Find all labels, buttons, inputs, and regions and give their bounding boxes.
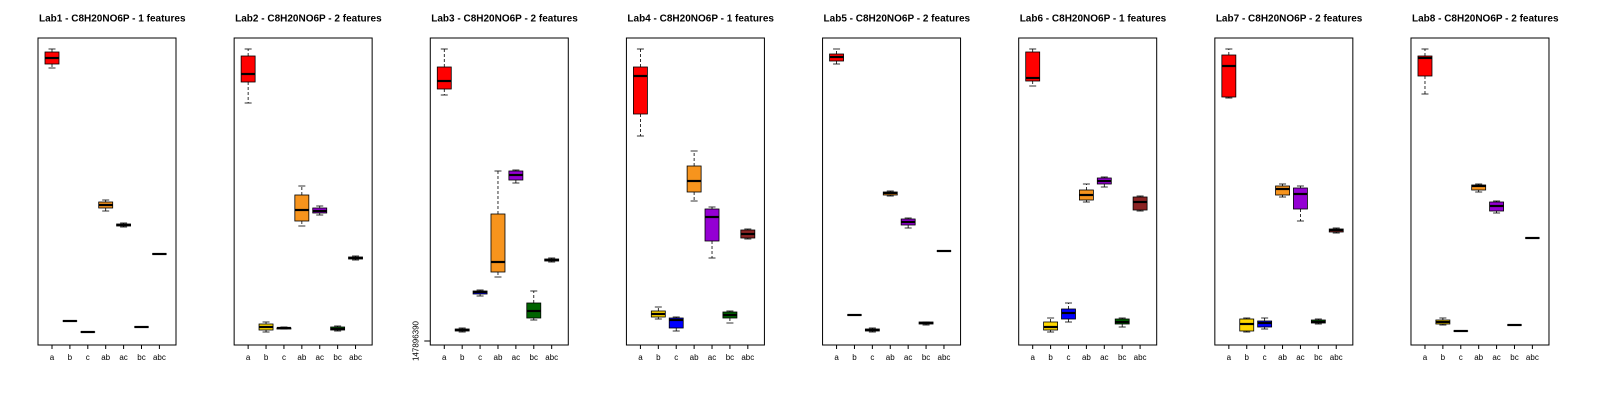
x-tick-label: abc [545, 353, 558, 362]
x-tick-label: c [870, 353, 874, 362]
x-tick-label: c [478, 353, 482, 362]
x-tick-label: a [1423, 353, 1428, 362]
x-tick-label: b [68, 353, 73, 362]
x-tick-label: a [1227, 353, 1232, 362]
box [1293, 187, 1308, 210]
y-tick-label: 147896390 [411, 320, 420, 361]
panel-title: Lab3 - C8H20NO6P - 2 features [431, 14, 578, 25]
plot-frame [1410, 37, 1550, 346]
box [1417, 55, 1433, 77]
plot-frame [822, 37, 962, 346]
panel-title: Lab5 - C8H20NO6P - 2 features [824, 14, 971, 25]
x-tick-label: c [1459, 353, 1463, 362]
x-tick-label: bc [1510, 353, 1518, 362]
x-tick-label: c [1067, 353, 1071, 362]
box [633, 66, 648, 115]
x-tick-label: bc [1314, 353, 1322, 362]
x-tick-label: abc [349, 353, 362, 362]
x-tick-label: abc [153, 353, 166, 362]
x-tick-label: b [460, 353, 465, 362]
x-tick-label: b [1245, 353, 1250, 362]
x-tick-label: a [834, 353, 839, 362]
x-tick-label: a [246, 353, 251, 362]
x-tick-label: ac [1100, 353, 1108, 362]
x-tick-label: abc [938, 353, 951, 362]
x-tick-label: ac [904, 353, 912, 362]
box [1025, 51, 1041, 82]
plot-frame [429, 37, 569, 346]
x-tick-label: ab [1474, 353, 1483, 362]
box [490, 213, 506, 273]
panel-title: Lab6 - C8H20NO6P - 1 features [1020, 14, 1167, 25]
x-tick-label: a [50, 353, 55, 362]
x-tick-label: a [1030, 353, 1035, 362]
x-tick-label: b [656, 353, 661, 362]
x-tick-label: ab [494, 353, 503, 362]
box [704, 208, 720, 242]
x-tick-label: ab [886, 353, 895, 362]
x-tick-label: abc [741, 353, 754, 362]
x-tick-label: bc [530, 353, 538, 362]
x-tick-label: ab [1082, 353, 1091, 362]
plot-frame [1214, 37, 1354, 346]
x-tick-label: ac [1296, 353, 1304, 362]
x-tick-label: ac [119, 353, 127, 362]
x-tick-label: bc [1118, 353, 1126, 362]
plot-frame [233, 37, 373, 346]
x-tick-label: c [86, 353, 90, 362]
panel-title: Lab8 - C8H20NO6P - 2 features [1412, 14, 1559, 25]
x-tick-label: bc [333, 353, 341, 362]
box [1132, 196, 1148, 211]
x-tick-label: a [638, 353, 643, 362]
x-tick-label: ac [708, 353, 716, 362]
box [240, 55, 256, 83]
x-tick-label: b [852, 353, 857, 362]
x-tick-label: bc [922, 353, 930, 362]
x-tick-label: bc [726, 353, 734, 362]
panel-title: Lab7 - C8H20NO6P - 2 features [1216, 14, 1363, 25]
box [668, 317, 684, 329]
x-tick-label: abc [1526, 353, 1539, 362]
box [1221, 54, 1237, 98]
panel-title: Lab4 - C8H20NO6P - 1 features [627, 14, 774, 25]
x-tick-label: bc [137, 353, 145, 362]
x-tick-label: ab [101, 353, 110, 362]
x-tick-label: abc [1134, 353, 1147, 362]
x-tick-label: c [674, 353, 678, 362]
panel-title: Lab2 - C8H20NO6P - 2 features [235, 14, 382, 25]
x-tick-label: ac [316, 353, 324, 362]
x-tick-label: abc [1330, 353, 1343, 362]
box [686, 165, 702, 193]
x-tick-label: b [264, 353, 269, 362]
x-tick-label: ac [1492, 353, 1500, 362]
plot-frame [1018, 37, 1158, 346]
box [294, 194, 310, 222]
plot-frame [37, 37, 177, 346]
x-tick-label: a [442, 353, 447, 362]
panel-title: Lab1 - C8H20NO6P - 1 features [39, 14, 186, 25]
x-tick-label: c [282, 353, 286, 362]
box [436, 66, 452, 90]
x-tick-label: ac [512, 353, 520, 362]
x-tick-label: ab [690, 353, 699, 362]
x-tick-label: ab [1278, 353, 1287, 362]
x-tick-label: b [1048, 353, 1053, 362]
box [1275, 185, 1290, 196]
x-tick-label: c [1263, 353, 1267, 362]
x-tick-label: b [1441, 353, 1446, 362]
x-tick-label: ab [297, 353, 306, 362]
plot-frame [625, 37, 765, 346]
